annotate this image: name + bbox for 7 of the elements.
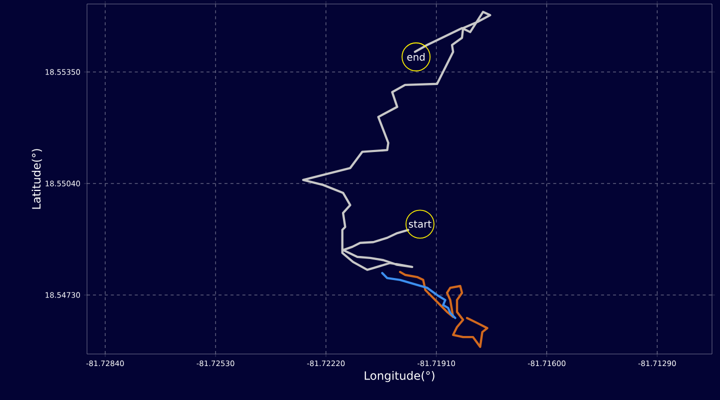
line-series bbox=[398, 270, 488, 348]
annotation: end bbox=[407, 53, 425, 61]
y-axis-title: Latitude(°) bbox=[32, 149, 42, 209]
x-axis-title: Longitude(°) bbox=[364, 371, 434, 382]
line-series bbox=[302, 10, 492, 271]
line-series bbox=[381, 272, 456, 320]
annotation: start bbox=[408, 220, 432, 228]
